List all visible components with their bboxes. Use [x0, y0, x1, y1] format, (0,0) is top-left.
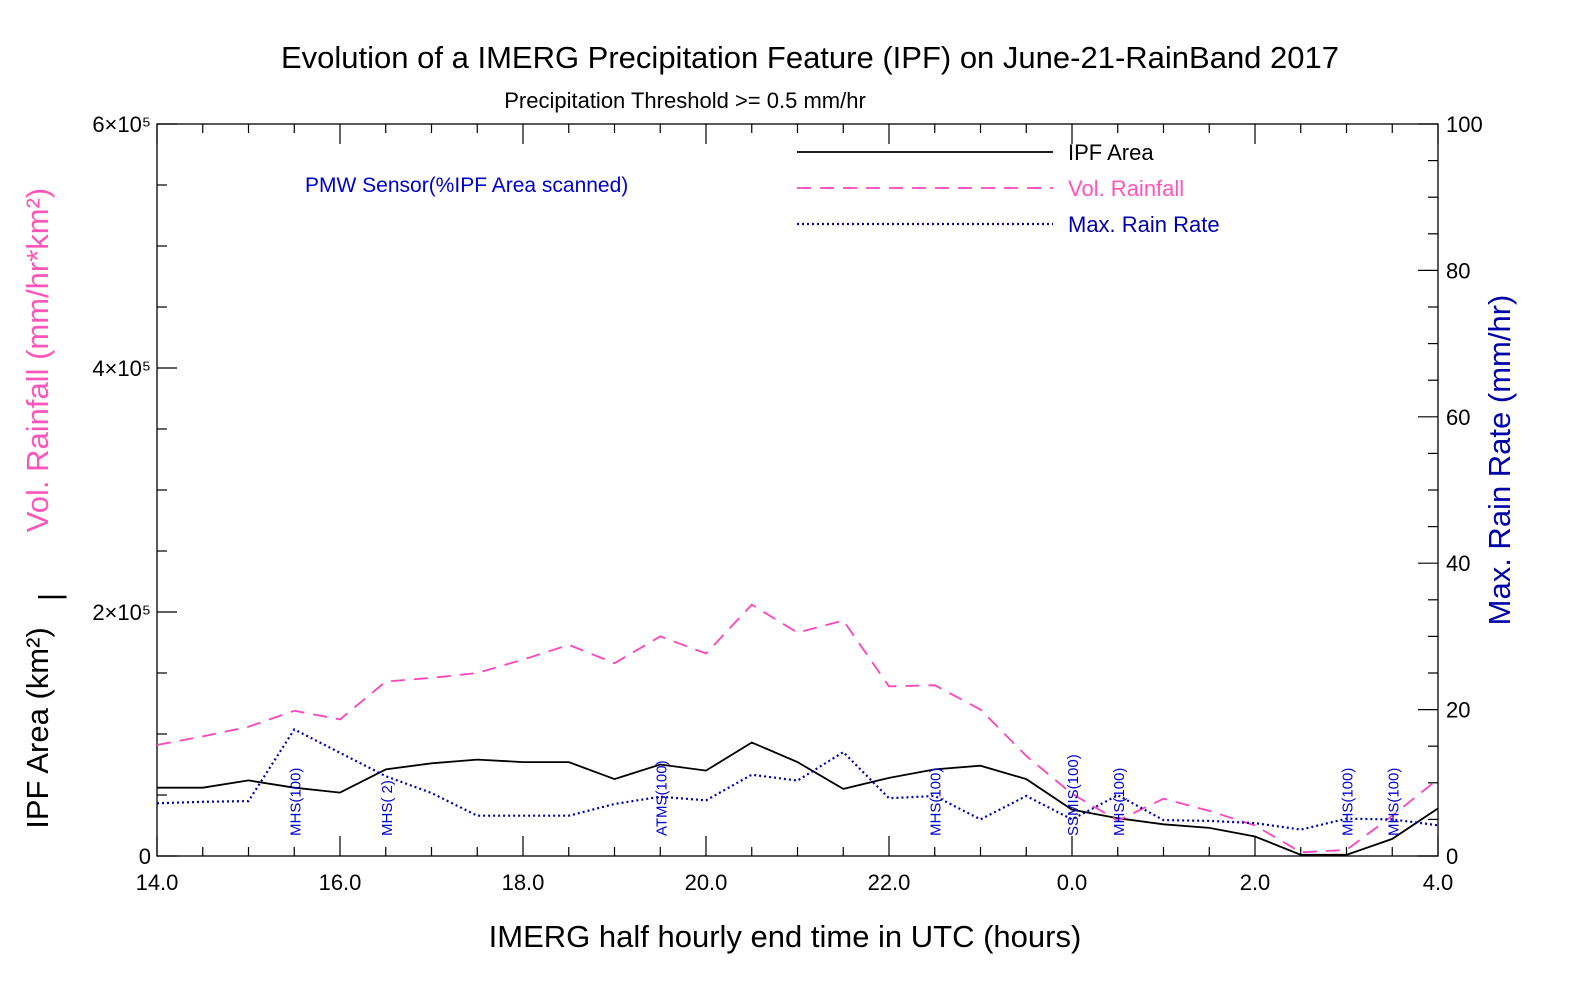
chart-subtitle: Precipitation Threshold >= 0.5 mm/hr	[504, 88, 866, 113]
series-line-ipf-area	[157, 741, 1439, 856]
legend-label: Max. Rain Rate	[1068, 212, 1220, 237]
legend-label: IPF Area	[1068, 140, 1154, 165]
y-left-tick-label: 4×10⁵	[92, 356, 151, 381]
y-axis-label-max-rain-rate: Max. Rain Rate (mm/hr)	[1482, 295, 1517, 626]
x-tick-label: 0.0	[1057, 870, 1088, 895]
sensor-heading: PMW Sensor(%IPF Area scanned)	[305, 174, 628, 197]
sensor-annotation: MHS(100)	[287, 768, 304, 836]
sensor-annotation: MHS(100)	[1340, 768, 1357, 836]
x-tick-label: 20.0	[685, 870, 728, 895]
y-left-tick-label: 2×10⁵	[92, 600, 151, 625]
legend-label: Vol. Rainfall	[1068, 176, 1184, 201]
left-axis-label-group: Vol. Rainfall (mm/hr*km²)	[20, 188, 55, 533]
x-tick-label: 2.0	[1240, 870, 1271, 895]
series-line-vol-rainfall	[156, 603, 1439, 854]
x-axis-label: IMERG half hourly end time in UTC (hours…	[489, 919, 1082, 954]
x-tick-label: 16.0	[319, 870, 362, 895]
x-tick-label: 14.0	[136, 870, 179, 895]
y-axis-label-separator: |	[32, 593, 67, 601]
y-right-tick-label: 20	[1446, 698, 1470, 723]
y-left-tick-label: 0	[139, 844, 151, 869]
y-right-tick-label: 0	[1446, 844, 1458, 869]
sensor-annotation: ATMS(100)	[653, 760, 670, 836]
y-right-tick-label: 40	[1446, 551, 1470, 576]
series-group	[156, 603, 1439, 856]
sensor-annotations: MHS(100) MHS( 2) ATMS(100) MHS(100) SSMIS(10…	[287, 754, 1402, 836]
x-tick-label: 18.0	[502, 870, 545, 895]
sensor-annotation: SSMIS(100)	[1065, 754, 1082, 836]
sensor-annotation: MHS(100)	[1385, 768, 1402, 836]
x-tick-label: 22.0	[868, 870, 911, 895]
series-line-max-rain-rate	[156, 727, 1439, 831]
y-right-tick-label: 80	[1446, 258, 1470, 283]
axis-tick-labels: 14.0 16.0 18.0 20.0 22.0 0.0 2.0 4.002×10⁵4×10⁵…	[92, 112, 1482, 895]
sensor-annotation: MHS(100)	[1111, 768, 1128, 836]
legend: IPF Area Vol. Rainfall Max. Rain Rate	[797, 140, 1220, 237]
y-left-tick-label: 6×10⁵	[92, 112, 151, 137]
y-right-tick-label: 60	[1446, 405, 1470, 430]
axis-ticks	[156, 123, 1439, 857]
sensor-annotation: MHS(100)	[928, 768, 945, 836]
y-right-tick-label: 100	[1446, 112, 1483, 137]
sensor-annotation: MHS( 2)	[379, 780, 396, 836]
left-axis-separator-group: |	[32, 593, 67, 601]
plot-frame	[156, 123, 1439, 857]
y-axis-label-vol-rainfall: Vol. Rainfall (mm/hr*km²)	[20, 188, 55, 533]
right-axis-label-group: Max. Rain Rate (mm/hr)	[1482, 295, 1517, 626]
x-tick-label: 4.0	[1423, 870, 1454, 895]
y-axis-label-ipf-area: IPF Area (km²)	[20, 627, 55, 829]
left-axis-area-group: IPF Area (km²)	[20, 627, 55, 829]
chart-title: Evolution of a IMERG Precipitation Featu…	[281, 40, 1339, 75]
